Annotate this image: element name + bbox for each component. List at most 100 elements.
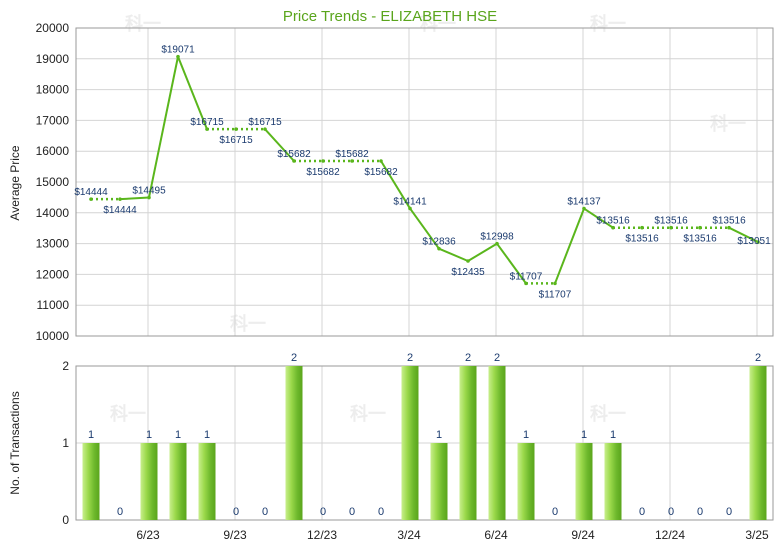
price-point-label: $14444 [103,205,137,216]
price-y-tick-label: 10000 [36,329,70,343]
price-y-tick-label: 13000 [36,237,70,251]
price-point [350,159,354,163]
price-point-label: $12836 [422,237,456,248]
price-y-axis-label: Average Price [8,145,22,220]
transaction-bar [488,366,506,520]
watermark-text: 科一 [230,313,266,334]
bar-value-label: 0 [639,506,645,518]
price-point-label: $12998 [480,232,514,243]
transaction-bar [575,443,593,520]
bar-value-label: 1 [581,429,587,441]
price-point [118,197,122,201]
watermark-text: 科一 [350,403,386,424]
transactions-y-axis-label: No. of Transactions [8,391,22,494]
bar-value-label: 1 [175,429,181,441]
transaction-bar [459,366,477,520]
bar-value-label: 1 [204,429,210,441]
price-line-segment [583,207,614,229]
price-point [495,241,499,246]
price-point-label: $13516 [596,216,630,227]
price-point-label: $16715 [219,135,253,146]
price-point [437,246,441,251]
watermark-layer: 科一 科一 科一 科一 科一 科一 科一 科一 [110,13,746,424]
bar-value-label: 0 [668,506,674,518]
chart-title: Price Trends - ELIZABETH HSE [283,8,497,25]
price-point-label: $14495 [132,186,166,197]
transaction-bar [401,366,419,520]
bar-value-label: 0 [378,506,384,518]
price-y-tick-label: 11000 [37,298,70,312]
transaction-bars [82,366,767,520]
price-point [176,54,180,59]
bar-value-label: 0 [349,506,355,518]
price-point-label: $11707 [539,289,572,300]
bar-value-label: 1 [610,429,616,441]
price-line-segment [119,196,150,201]
price-line-segment [409,207,440,250]
price-line-segment [148,56,179,198]
transactions-plot-frame [75,365,774,521]
price-point-label: $13516 [625,234,659,245]
price-point [669,225,673,230]
price-point-label: $15682 [364,167,398,178]
transaction-bar [604,443,622,520]
price-point [611,225,615,230]
x-tick-label: 3/24 [397,528,421,542]
transaction-bar [517,443,535,520]
transactions-y-tick-label: 2 [62,359,69,373]
price-point-label: $14141 [393,196,427,207]
price-line-segment [467,242,498,262]
price-y-tick-label: 15000 [36,175,70,189]
price-y-tick-label: 20000 [36,21,70,35]
price-y-tick-label: 16000 [36,144,70,158]
x-tick-label: 3/25 [745,528,769,542]
transaction-bar [749,366,767,520]
price-point [524,281,528,286]
price-point-label: $15682 [277,149,311,160]
bar-value-label: 1 [523,429,529,441]
axes [75,27,774,521]
price-point-label: $13516 [712,216,746,227]
x-tick-label: 9/24 [571,528,595,542]
data-labels: 1 0 1 1 1 0 0 2 0 0 0 2 1 2 2 1 0 1 1 0 0 0 0 2 $14444 $14444 $144… [74,45,771,518]
x-tick-label: 6/24 [484,528,508,542]
price-y-tick-label: 12000 [36,267,70,281]
price-point-label: $14444 [74,187,108,198]
transaction-bar [285,366,303,520]
price-line-segment [438,247,469,262]
watermark-text: 科一 [420,13,456,34]
watermark-text: 科一 [590,13,626,34]
price-point-label: $16715 [248,117,282,128]
price-point [263,127,267,131]
bar-value-label: 0 [320,506,326,518]
x-tick-label: 9/23 [223,528,247,542]
price-line-series [89,54,760,286]
price-point [582,206,586,211]
price-point-label: $13516 [654,216,688,227]
price-point [727,225,731,230]
transaction-bar [198,443,216,520]
x-tick-label: 6/23 [136,528,160,542]
bar-value-label: 1 [88,429,94,441]
price-point [408,206,412,211]
price-point-label: $16715 [190,117,224,128]
price-point-label: $14137 [567,197,601,208]
watermark-text: 科一 [125,13,161,34]
watermark-text: 科一 [110,403,146,424]
price-plot-frame [75,27,774,337]
transaction-bar [82,443,100,520]
price-point [379,159,383,163]
price-line-segment [380,160,411,209]
price-line-segment [264,128,295,162]
price-point [698,225,702,230]
price-point-label: $19071 [161,45,195,56]
price-point [205,127,209,131]
price-point-label: $15682 [306,167,340,178]
transaction-bar [169,443,187,520]
price-y-tick-label: 14000 [36,206,70,220]
price-line-segment [496,243,527,285]
price-point [321,159,325,163]
bar-value-label: 2 [291,352,297,364]
bar-value-label: 0 [552,506,558,518]
